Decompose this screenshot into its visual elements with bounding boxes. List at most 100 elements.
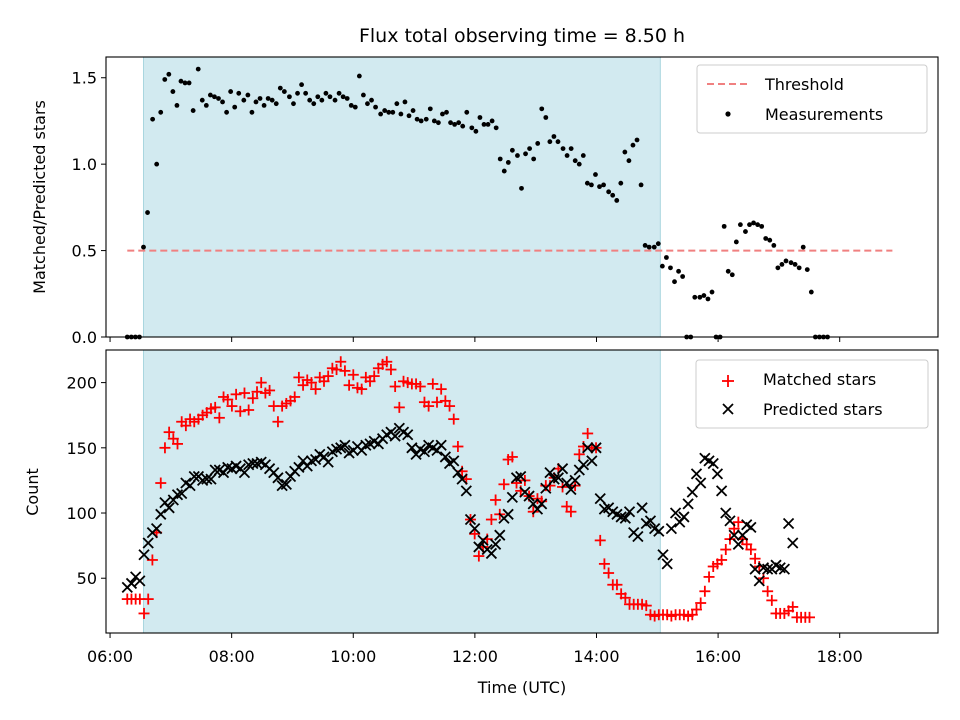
measurement-point — [464, 109, 470, 115]
measurement-point — [182, 80, 188, 86]
measurement-point — [373, 104, 378, 110]
predicted-point — [653, 525, 665, 537]
predicted-point — [238, 466, 251, 479]
matched-point — [393, 401, 405, 413]
measurement-point — [692, 294, 698, 300]
predicted-point — [711, 468, 724, 480]
measurement-point — [672, 279, 677, 285]
measurement-point — [295, 90, 300, 96]
measurement-point — [249, 109, 255, 115]
measurement-point — [638, 182, 644, 188]
measurement-point — [771, 242, 777, 248]
measurement-point — [630, 142, 636, 148]
matched-point — [272, 416, 284, 428]
measurement-point — [539, 106, 545, 112]
bottom-y-tick-label: 150 — [66, 439, 97, 458]
measurement-point — [555, 139, 561, 145]
matched-point — [511, 477, 523, 489]
predicted-point — [418, 446, 431, 458]
matched-point — [385, 364, 397, 376]
legend-measurements-label: Measurements — [765, 105, 883, 124]
top-y-tick-label: 1.5 — [72, 69, 97, 88]
measurement-point — [759, 223, 765, 229]
matched-point — [745, 544, 757, 556]
measurement-point — [501, 168, 507, 174]
measurement-point — [269, 97, 275, 103]
measurement-point — [361, 92, 366, 98]
matched-point — [251, 386, 263, 398]
measurement-point — [386, 109, 392, 115]
x-tick-label: 12:00 — [452, 647, 498, 666]
measurement-point — [170, 89, 176, 94]
measurement-point — [414, 116, 420, 122]
matched-point — [787, 601, 799, 613]
matched-point — [431, 396, 443, 408]
measurement-point — [642, 242, 648, 248]
matched-point — [414, 381, 426, 393]
predicted-point — [762, 563, 774, 575]
measurement-point — [406, 113, 412, 119]
predicted-point — [690, 468, 703, 480]
measurement-point — [190, 108, 196, 113]
matched-point — [619, 592, 631, 604]
measurement-point — [580, 153, 586, 158]
measurement-point — [444, 109, 449, 115]
matched-point — [498, 478, 510, 490]
predicted-point — [594, 493, 606, 505]
predicted-point — [720, 507, 732, 519]
predicted-point — [577, 459, 590, 471]
matched-point — [732, 516, 744, 528]
predicted-point — [745, 521, 757, 534]
measurement-point — [676, 268, 681, 274]
measurement-point — [178, 78, 184, 84]
predicted-point — [209, 464, 221, 476]
matched-point — [172, 438, 184, 450]
x-tick-label: 14:00 — [573, 647, 619, 666]
matched-point — [368, 370, 380, 382]
measurement-point — [622, 149, 628, 155]
measurement-point — [560, 146, 566, 152]
matched-point — [720, 544, 732, 556]
measurement-point — [212, 94, 217, 100]
measurement-point — [228, 89, 234, 94]
measurement-point — [158, 109, 164, 115]
matched-point — [427, 378, 439, 390]
measurement-point — [299, 82, 304, 88]
predicted-point — [632, 530, 644, 543]
predicted-point — [619, 512, 631, 524]
measurement-point — [763, 236, 769, 241]
matched-point — [452, 441, 464, 453]
predicted-point — [778, 563, 791, 575]
bottom-series-1 — [121, 422, 799, 593]
predicted-point — [682, 498, 694, 510]
matched-point — [230, 388, 242, 400]
matched-point — [598, 558, 610, 570]
predicted-point — [523, 490, 535, 502]
top-y-tick-label: 0.5 — [72, 242, 97, 261]
matched-point — [594, 534, 606, 546]
measurement-point — [281, 89, 287, 94]
matched-point — [310, 383, 322, 395]
matched-point — [565, 506, 577, 518]
predicted-point — [448, 455, 460, 467]
predicted-point — [188, 470, 200, 483]
measurement-point — [319, 97, 325, 103]
predicted-point — [155, 508, 167, 520]
measurement-point — [277, 85, 283, 91]
matched-point — [544, 480, 556, 492]
predicted-point — [732, 538, 744, 550]
measurement-point — [651, 244, 657, 250]
predicted-point — [535, 498, 548, 510]
matched-point — [293, 371, 305, 383]
predicted-point — [506, 491, 518, 504]
measurement-point — [162, 77, 168, 82]
x-tick-label: 06:00 — [87, 647, 133, 666]
predicted-point — [636, 502, 648, 514]
matched-point — [527, 506, 539, 518]
measurement-point — [378, 111, 384, 117]
predicted-point — [565, 483, 577, 496]
matched-point — [142, 593, 154, 605]
measurement-point — [440, 111, 445, 117]
matched-point — [448, 413, 460, 425]
measurement-point — [568, 146, 574, 152]
